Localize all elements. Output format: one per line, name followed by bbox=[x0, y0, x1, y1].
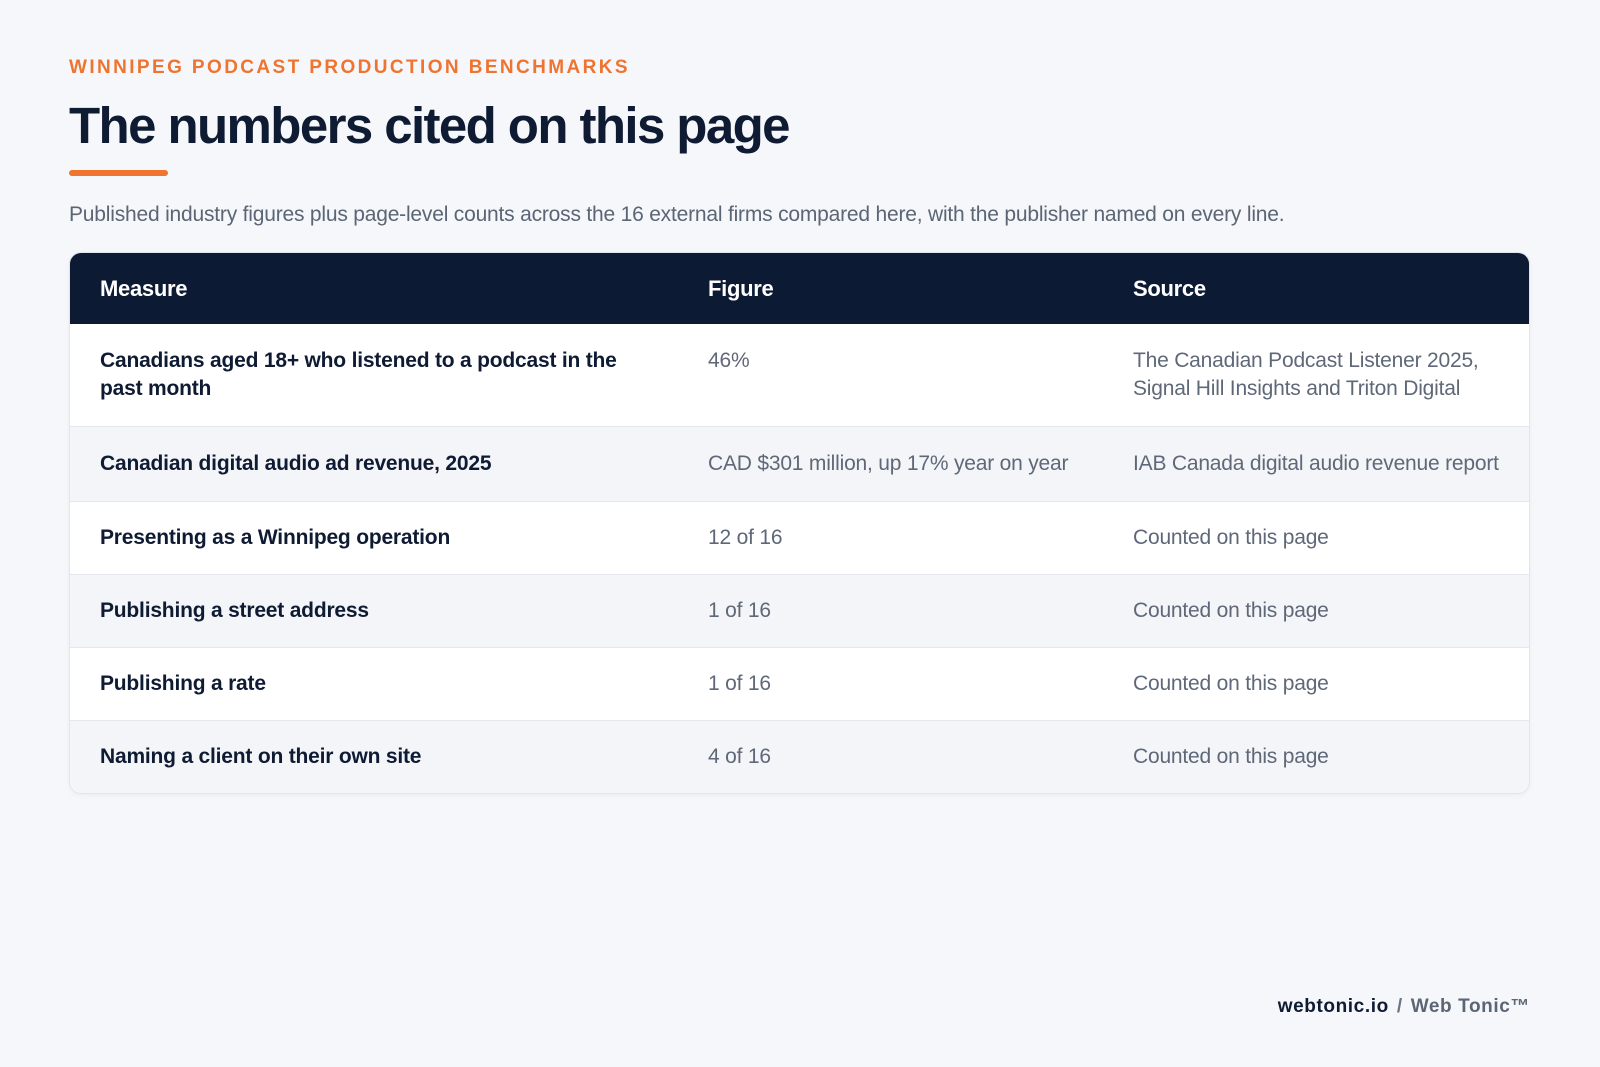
figure-cell: 4 of 16 bbox=[678, 720, 1103, 793]
figure-cell: 12 of 16 bbox=[678, 501, 1103, 575]
eyebrow-label: WINNIPEG PODCAST PRODUCTION BENCHMARKS bbox=[69, 57, 630, 78]
table-header-row: Measure Figure Source bbox=[70, 253, 1529, 324]
figure-cell: CAD $301 million, up 17% year on year bbox=[678, 426, 1103, 502]
table-row: Canadians aged 18+ who listened to a pod… bbox=[70, 324, 1529, 427]
measure-cell: Publishing a street address bbox=[70, 574, 678, 648]
benchmarks-table-card: Measure Figure Source Canadians aged 18+… bbox=[69, 252, 1530, 794]
source-cell: The Canadian Podcast Listener 2025, Sign… bbox=[1133, 349, 1479, 400]
figure-cell: 1 of 16 bbox=[678, 574, 1103, 648]
source-cell: Counted on this page bbox=[1103, 574, 1529, 648]
measure-cell: Publishing a rate bbox=[70, 647, 678, 721]
source-cell: Counted on this page bbox=[1103, 720, 1529, 793]
source-cell: Counted on this page bbox=[1103, 647, 1529, 721]
measure-cell: Canadians aged 18+ who listened to a pod… bbox=[100, 349, 617, 400]
footer-domain: webtonic.io bbox=[1277, 996, 1389, 1017]
table-row: Canadian digital audio ad revenue, 2025 … bbox=[70, 426, 1529, 502]
column-header-measure: Measure bbox=[70, 253, 678, 324]
footer-credit: webtonic.io / Web Tonic™ bbox=[1278, 995, 1530, 1019]
table-header: Measure Figure Source bbox=[70, 253, 1529, 324]
table-row: Publishing a rate 1 of 16 Counted on thi… bbox=[70, 647, 1529, 721]
figure-cell: 46% bbox=[708, 349, 750, 372]
table-row: Presenting as a Winnipeg operation 12 of… bbox=[70, 501, 1529, 575]
source-cell: Counted on this page bbox=[1103, 501, 1529, 575]
measure-cell: Canadian digital audio ad revenue, 2025 bbox=[70, 426, 678, 502]
column-header-source: Source bbox=[1103, 253, 1529, 324]
page-subtitle: Published industry figures plus page-lev… bbox=[69, 203, 1285, 226]
measure-cell: Presenting as a Winnipeg operation bbox=[70, 501, 678, 575]
page-title: The numbers cited on this page bbox=[69, 97, 791, 154]
figure-cell: 1 of 16 bbox=[678, 647, 1103, 721]
column-header-figure: Figure bbox=[678, 253, 1103, 324]
footer-separator: / bbox=[1396, 996, 1403, 1017]
table-body: Canadians aged 18+ who listened to a pod… bbox=[70, 324, 1529, 793]
source-cell: IAB Canada digital audio revenue report bbox=[1103, 426, 1529, 502]
table-row: Naming a client on their own site 4 of 1… bbox=[70, 720, 1529, 793]
accent-rule bbox=[69, 170, 168, 176]
table-row: Publishing a street address 1 of 16 Coun… bbox=[70, 574, 1529, 648]
measure-cell: Naming a client on their own site bbox=[70, 720, 678, 793]
benchmarks-table: Measure Figure Source Canadians aged 18+… bbox=[70, 253, 1529, 793]
footer-brand: Web Tonic™ bbox=[1410, 996, 1530, 1017]
